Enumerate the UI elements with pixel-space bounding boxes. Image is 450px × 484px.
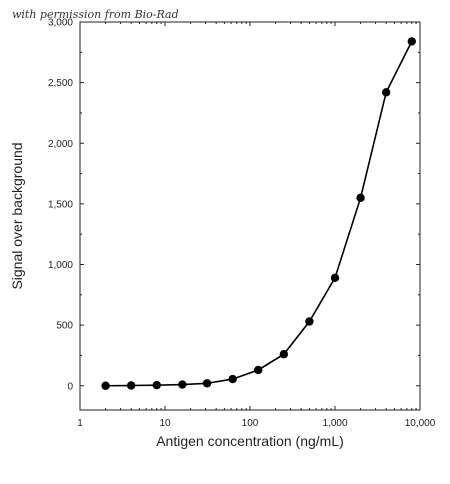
data-point — [126, 381, 136, 390]
plot-frame — [79, 21, 421, 411]
data-point — [178, 380, 187, 389]
data-point — [305, 317, 314, 326]
data-point — [356, 193, 365, 203]
y-tick-label: 3,000 — [48, 18, 73, 29]
data-point — [330, 273, 340, 283]
x-tick-label: 10,000 — [405, 418, 436, 429]
y-axis-title: Signal over background — [9, 142, 25, 289]
data-point — [381, 88, 391, 97]
data-point — [101, 381, 110, 390]
y-tick-label: 1,000 — [48, 260, 73, 271]
series — [101, 37, 416, 390]
data-point — [228, 374, 237, 384]
credit-text: with permission from Bio-Rad — [12, 8, 179, 21]
data-point — [279, 350, 289, 359]
x-tick-label: 10 — [159, 418, 171, 429]
ticks: 0 500 1,000 1,500 2,000 2,500 3,000 1 10 100 1,000… — [48, 18, 436, 430]
x-tick-label: 100 — [242, 418, 259, 429]
axes — [79, 21, 421, 411]
x-tick-label: 1 — [77, 418, 83, 429]
data-point — [202, 379, 212, 388]
data-point — [254, 365, 263, 375]
y-tick-label: 0 — [67, 381, 73, 392]
x-tick-label: 1,000 — [322, 418, 347, 429]
data-point — [407, 37, 416, 46]
series-line — [105, 41, 413, 387]
y-tick-label: 2,500 — [48, 78, 73, 89]
y-tick-label: 500 — [56, 321, 73, 332]
x-axis-title: Antigen concentration (ng/mL) — [156, 433, 344, 449]
y-tick-label: 1,500 — [48, 199, 73, 210]
data-point — [152, 380, 161, 390]
y-tick-label: 2,000 — [48, 139, 73, 150]
